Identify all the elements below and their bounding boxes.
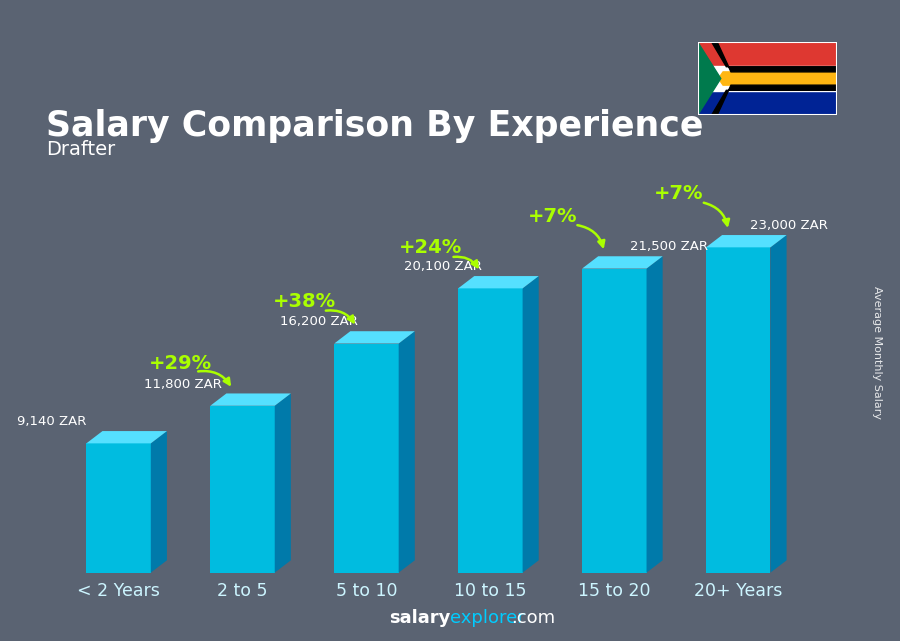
- Polygon shape: [698, 67, 837, 90]
- Text: 11,800 ZAR: 11,800 ZAR: [144, 378, 222, 390]
- Polygon shape: [458, 288, 523, 572]
- Polygon shape: [706, 235, 787, 247]
- FancyArrowPatch shape: [578, 225, 604, 247]
- Text: +38%: +38%: [273, 292, 336, 311]
- Polygon shape: [706, 247, 770, 572]
- Text: Average Monthly Salary: Average Monthly Salary: [872, 286, 883, 419]
- Polygon shape: [211, 406, 274, 572]
- Polygon shape: [698, 42, 721, 115]
- Text: .com: .com: [511, 609, 555, 627]
- Text: 16,200 ZAR: 16,200 ZAR: [281, 315, 358, 328]
- Text: salary: salary: [389, 609, 450, 627]
- Polygon shape: [399, 331, 415, 572]
- Polygon shape: [334, 344, 399, 572]
- Text: +24%: +24%: [400, 238, 463, 257]
- Polygon shape: [582, 269, 646, 572]
- Polygon shape: [582, 256, 662, 269]
- Text: 23,000 ZAR: 23,000 ZAR: [750, 219, 828, 232]
- Polygon shape: [698, 90, 837, 115]
- FancyArrowPatch shape: [704, 203, 729, 226]
- Text: Salary Comparison By Experience: Salary Comparison By Experience: [46, 109, 704, 143]
- Text: Drafter: Drafter: [46, 140, 115, 159]
- Text: +29%: +29%: [149, 354, 212, 373]
- Polygon shape: [770, 235, 787, 572]
- Polygon shape: [211, 394, 291, 406]
- Text: 21,500 ZAR: 21,500 ZAR: [630, 240, 707, 253]
- Polygon shape: [274, 394, 291, 572]
- Text: 20,100 ZAR: 20,100 ZAR: [404, 260, 482, 273]
- Text: +7%: +7%: [654, 184, 704, 203]
- Polygon shape: [523, 276, 539, 572]
- Text: explorer: explorer: [450, 609, 525, 627]
- Polygon shape: [334, 331, 415, 344]
- Polygon shape: [698, 42, 837, 115]
- Text: 9,140 ZAR: 9,140 ZAR: [17, 415, 86, 428]
- Text: +7%: +7%: [527, 207, 577, 226]
- Polygon shape: [718, 72, 837, 85]
- Polygon shape: [646, 256, 662, 572]
- FancyArrowPatch shape: [198, 371, 230, 385]
- Polygon shape: [86, 431, 166, 444]
- FancyArrowPatch shape: [326, 310, 354, 322]
- Polygon shape: [458, 276, 539, 288]
- Polygon shape: [698, 42, 837, 67]
- FancyArrowPatch shape: [454, 257, 478, 267]
- Polygon shape: [86, 444, 151, 572]
- Polygon shape: [151, 431, 166, 572]
